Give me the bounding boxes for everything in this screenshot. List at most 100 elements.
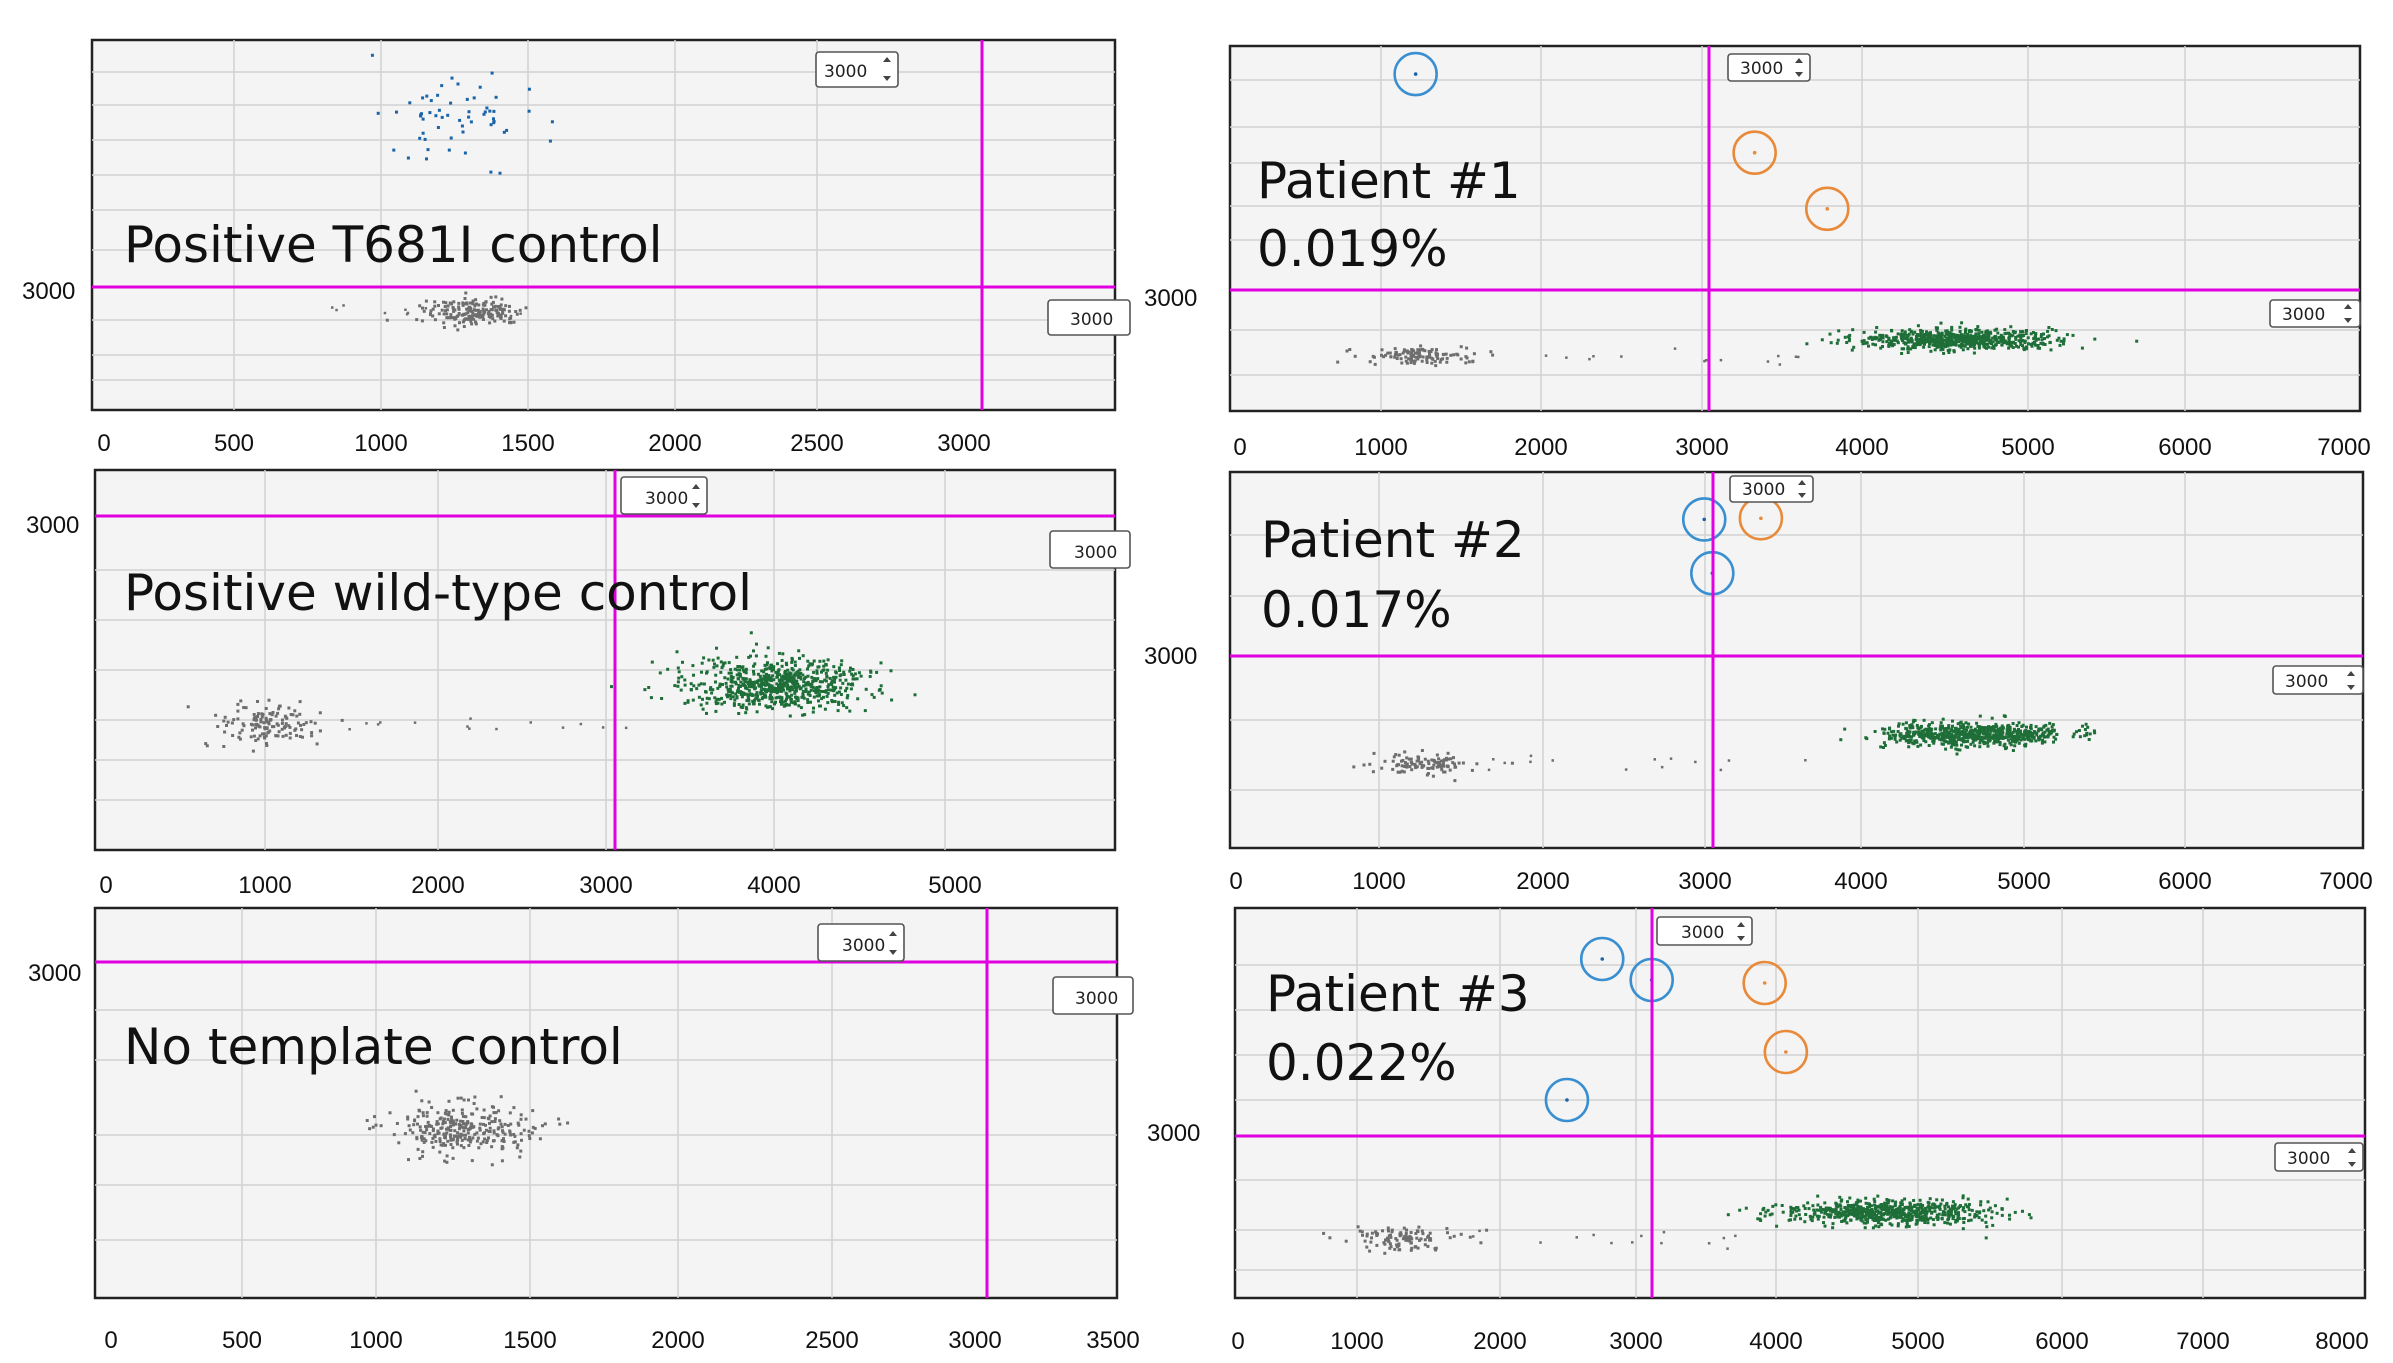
droplet-point xyxy=(1446,1231,1449,1235)
droplet-point xyxy=(1879,1222,1883,1226)
droplet-point xyxy=(1726,1247,1729,1250)
x-threshold-spinbox[interactable]: 3000 xyxy=(1729,475,1814,503)
spin-arrows-icon[interactable] xyxy=(1737,922,1745,941)
droplet-point xyxy=(252,717,256,721)
droplet-point xyxy=(1956,737,1960,741)
spin-arrows-icon[interactable] xyxy=(2347,671,2355,690)
droplet-point xyxy=(1843,1217,1847,1221)
y-threshold-spinbox[interactable]: 3000 xyxy=(1047,299,1131,336)
y-threshold-spinbox[interactable]: 3000 xyxy=(2274,1142,2364,1172)
x-threshold-spinbox[interactable]: 3000 xyxy=(815,51,899,88)
droplet-point xyxy=(470,322,474,326)
droplet-point xyxy=(2032,336,2036,340)
droplet-point xyxy=(1972,337,1975,341)
droplet-point xyxy=(1455,352,1459,356)
droplet-point xyxy=(1947,724,1951,728)
droplet-point xyxy=(1927,724,1931,728)
droplet-point xyxy=(769,679,773,683)
droplet-point xyxy=(818,685,822,689)
y-threshold-spinbox[interactable]: 3000 xyxy=(2272,665,2364,695)
droplet-point xyxy=(271,711,275,714)
droplet-point xyxy=(1459,1232,1463,1236)
droplet-point xyxy=(1929,349,1933,353)
droplet-point xyxy=(238,737,242,741)
spin-arrows-icon[interactable] xyxy=(2348,1148,2356,1167)
droplet-point xyxy=(533,1127,537,1130)
droplet-point xyxy=(1781,1210,1785,1214)
droplet-point xyxy=(1436,357,1440,361)
droplet-point xyxy=(717,697,721,701)
y-threshold-spinbox[interactable]: 3000 xyxy=(1049,530,1131,569)
droplet-point xyxy=(1896,1224,1900,1228)
droplet-point xyxy=(764,704,768,708)
droplet-point xyxy=(479,315,483,319)
droplet-point xyxy=(1955,1207,1959,1211)
x-threshold-spinbox[interactable]: 3000 xyxy=(817,923,905,962)
droplet-point xyxy=(1986,726,1990,730)
spin-arrows-icon[interactable] xyxy=(692,484,700,508)
spin-arrows-icon[interactable] xyxy=(2344,304,2352,323)
y-threshold-spinbox[interactable]: 3000 xyxy=(2269,299,2361,328)
droplet-point xyxy=(1951,1207,1955,1211)
x-threshold-spinbox[interactable]: 3000 xyxy=(1656,916,1753,946)
droplet-point xyxy=(470,1123,474,1127)
x-threshold-spinbox[interactable]: 3000 xyxy=(1727,53,1811,82)
droplet-point xyxy=(1844,1210,1848,1214)
droplet-point xyxy=(803,713,807,717)
droplet-point xyxy=(478,1128,482,1132)
droplet-point xyxy=(518,308,522,312)
x-threshold-spinbox[interactable]: 3000 xyxy=(620,476,708,515)
droplet-point xyxy=(2035,731,2039,735)
droplet-point xyxy=(1417,1225,1421,1229)
droplet-point xyxy=(1862,1221,1866,1225)
droplet-point xyxy=(1453,762,1456,766)
droplet-point xyxy=(503,1132,507,1136)
droplet-point xyxy=(1404,1238,1408,1242)
droplet-point xyxy=(407,1158,410,1162)
droplet-point xyxy=(1910,1205,1914,1209)
droplet-point xyxy=(460,1138,464,1142)
droplet-point xyxy=(1982,333,1986,337)
droplet-point xyxy=(1986,741,1990,745)
droplet-point xyxy=(489,315,493,319)
droplet-point xyxy=(1960,343,1964,347)
droplet-point xyxy=(796,674,800,678)
droplet-point xyxy=(2017,339,2021,343)
droplet-point xyxy=(788,689,792,693)
droplet-point xyxy=(738,668,741,672)
droplet-point xyxy=(2016,334,2020,338)
droplet-point xyxy=(2040,733,2044,737)
droplet-point xyxy=(1847,1204,1851,1208)
droplet-point xyxy=(1810,1219,1814,1223)
droplet-point xyxy=(431,307,435,311)
droplet-point xyxy=(1990,346,1994,350)
droplet-point xyxy=(1915,1219,1919,1222)
droplet-point xyxy=(493,1117,497,1121)
droplet-point xyxy=(425,1114,429,1118)
droplet-point xyxy=(435,1122,439,1126)
droplet-point xyxy=(1383,1251,1387,1255)
droplet-point xyxy=(1831,1226,1835,1230)
droplet-point xyxy=(1889,736,1893,740)
droplet-point xyxy=(231,734,235,737)
droplet-point xyxy=(1943,334,1947,338)
droplet-point xyxy=(1907,332,1911,336)
y-threshold-spinbox[interactable]: 3000 xyxy=(1052,976,1134,1015)
spin-arrows-icon[interactable] xyxy=(889,931,897,955)
droplet-point xyxy=(1896,332,1900,336)
spin-arrows-icon[interactable] xyxy=(883,57,891,81)
droplet-point xyxy=(1978,1210,1982,1214)
droplet-point xyxy=(1826,1213,1830,1217)
droplet-point xyxy=(1402,1226,1406,1230)
droplet-point xyxy=(2007,346,2011,350)
mutant-droplet-ring xyxy=(1681,497,1727,542)
spin-arrows-icon[interactable] xyxy=(1798,480,1806,498)
droplet-point xyxy=(1845,1221,1849,1225)
droplet-point xyxy=(1409,359,1413,363)
droplet-point xyxy=(1403,761,1407,765)
spin-arrows-icon[interactable] xyxy=(1795,58,1803,77)
droplet-point xyxy=(1920,1218,1924,1222)
droplet-point xyxy=(1957,1206,1961,1210)
droplet-point xyxy=(374,1123,378,1127)
droplet-point xyxy=(1967,722,1971,726)
